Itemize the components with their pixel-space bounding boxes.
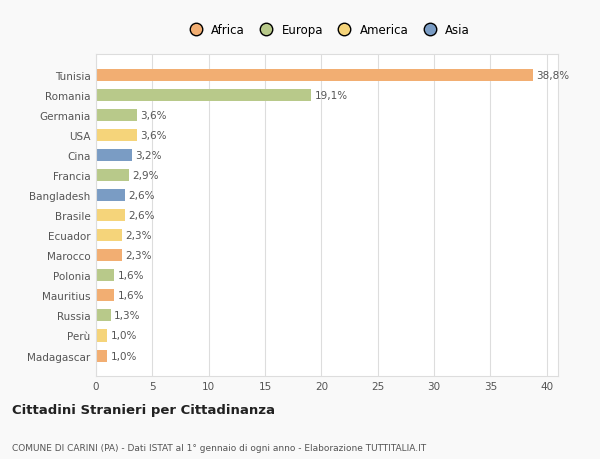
Bar [96, 250, 122, 262]
Bar [96, 310, 110, 322]
Bar [96, 190, 125, 202]
Text: 19,1%: 19,1% [314, 91, 348, 101]
Bar [96, 150, 132, 162]
Text: Cittadini Stranieri per Cittadinanza: Cittadini Stranieri per Cittadinanza [12, 403, 275, 416]
Text: 1,0%: 1,0% [110, 351, 137, 361]
Text: 1,6%: 1,6% [118, 271, 144, 281]
Bar [96, 270, 114, 282]
Text: 3,6%: 3,6% [140, 131, 166, 141]
Legend: Africa, Europa, America, Asia: Africa, Europa, America, Asia [179, 19, 475, 42]
Text: 1,3%: 1,3% [114, 311, 140, 321]
Text: 3,6%: 3,6% [140, 111, 166, 121]
Text: 1,6%: 1,6% [118, 291, 144, 301]
Bar [96, 170, 128, 182]
Text: 1,0%: 1,0% [110, 331, 137, 341]
Bar [96, 230, 122, 242]
Text: COMUNE DI CARINI (PA) - Dati ISTAT al 1° gennaio di ogni anno - Elaborazione TUT: COMUNE DI CARINI (PA) - Dati ISTAT al 1°… [12, 443, 426, 452]
Bar [96, 210, 125, 222]
Text: 2,3%: 2,3% [125, 251, 152, 261]
Text: 3,2%: 3,2% [136, 151, 162, 161]
Text: 2,6%: 2,6% [128, 211, 155, 221]
Bar [96, 350, 107, 362]
Text: 2,6%: 2,6% [128, 191, 155, 201]
Bar [96, 110, 137, 122]
Bar [96, 130, 137, 142]
Text: 2,9%: 2,9% [132, 171, 158, 181]
Bar [96, 90, 311, 102]
Bar [96, 290, 114, 302]
Bar [96, 330, 107, 342]
Text: 38,8%: 38,8% [536, 71, 570, 81]
Text: 2,3%: 2,3% [125, 231, 152, 241]
Bar [96, 70, 533, 82]
